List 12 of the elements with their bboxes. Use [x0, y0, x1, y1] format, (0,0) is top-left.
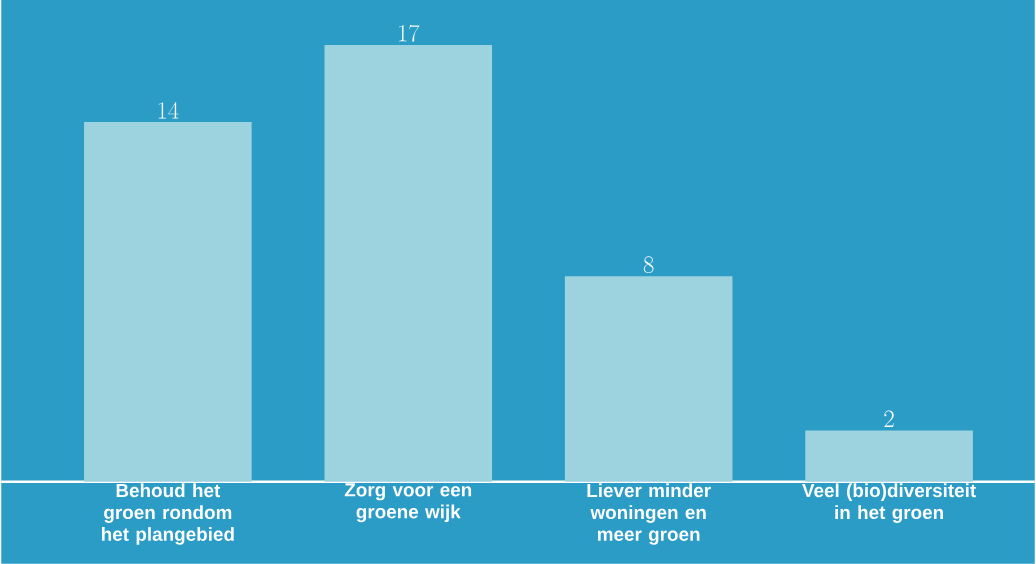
bar: [84, 122, 252, 483]
bar: [564, 276, 733, 483]
x-tick-label: Zorg voor een groene wijk: [344, 483, 472, 523]
x-tick-label: Veel (bio)diversiteit in het groen: [802, 483, 976, 524]
bar: [324, 45, 493, 483]
x-tick-label: Liever minder woningen en meer groen: [587, 483, 711, 545]
x-tick-label: Behoud het groen rondom het plangebied: [102, 483, 234, 545]
data-label: 8: [643, 256, 654, 274]
data-label: 17: [399, 24, 420, 42]
data-label: 2: [884, 410, 894, 428]
data-label: 14: [158, 102, 179, 119]
bar: [805, 430, 973, 483]
